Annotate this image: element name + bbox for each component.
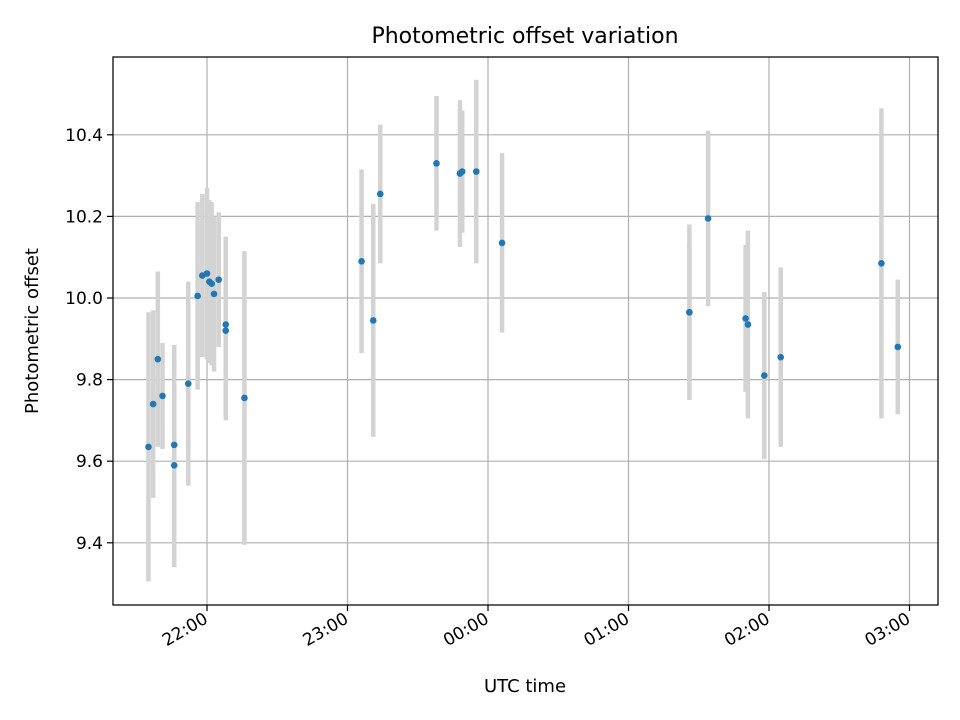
plot-frame (112, 56, 939, 606)
data-point (376, 190, 384, 198)
data-point (203, 270, 211, 277)
data-point (369, 317, 377, 324)
y-tick-label: 10.0 (65, 289, 103, 309)
data-points (145, 160, 902, 469)
data-point (777, 353, 785, 361)
data-point (433, 160, 440, 167)
data-point (742, 315, 749, 322)
data-point (170, 461, 178, 469)
data-point (194, 292, 201, 300)
y-tick-label: 9.4 (76, 534, 103, 554)
data-point (686, 308, 693, 316)
y-tick-label: 10.2 (65, 207, 103, 227)
data-point (761, 372, 768, 379)
data-point (894, 343, 902, 351)
data-point (472, 168, 480, 175)
data-point (878, 260, 885, 267)
data-point (208, 280, 215, 288)
error-bars (146, 79, 901, 582)
x-axis-label: UTC time (484, 676, 566, 697)
data-point (241, 394, 248, 402)
y-axis-label: Photometric offset (22, 248, 43, 414)
x-tick-label: 00:00 (440, 609, 492, 651)
grid (113, 57, 938, 605)
data-point (210, 290, 218, 298)
x-tick-label: 01:00 (581, 609, 633, 651)
chart-title: Photometric offset variation (371, 24, 678, 49)
y-tick-label: 9.8 (76, 371, 103, 391)
data-point (222, 321, 230, 328)
y-tick-label: 10.4 (65, 126, 103, 146)
x-tick-label: 22:00 (159, 609, 211, 651)
y-tick-label: 9.6 (76, 452, 103, 472)
data-point (358, 257, 365, 265)
x-axis: 22:00 23:00 00:00 01:00 02:00 03:00 (159, 605, 914, 651)
x-tick-label: 23:00 (300, 609, 352, 651)
data-point (744, 321, 752, 328)
data-point (215, 276, 223, 283)
y-axis: 9.4 9.6 9.8 10.0 10.2 10.4 (65, 126, 113, 554)
x-tick-label: 03:00 (862, 609, 914, 651)
data-point (498, 239, 506, 247)
data-point (149, 400, 157, 408)
data-point (458, 168, 466, 175)
data-point (154, 355, 162, 363)
data-point (145, 443, 152, 451)
data-point (704, 215, 712, 222)
data-point (222, 327, 230, 334)
data-point (159, 392, 166, 400)
data-point (184, 380, 192, 387)
x-tick-label: 02:00 (721, 609, 773, 651)
data-point (170, 441, 178, 449)
